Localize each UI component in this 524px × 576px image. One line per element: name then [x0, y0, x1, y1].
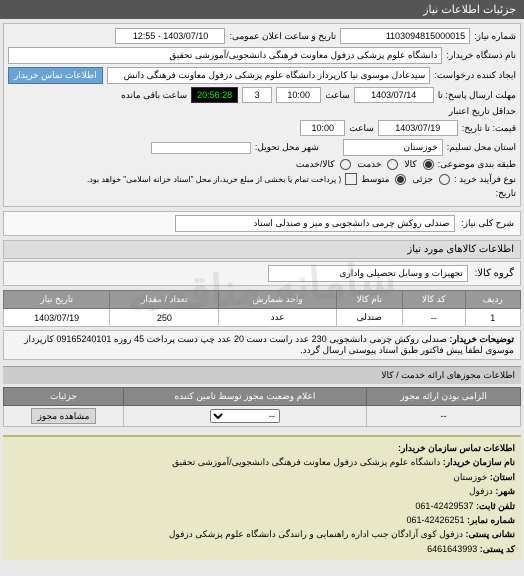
auth-details: مشاهده مجوز [4, 406, 124, 427]
desc-label: توضیحات خریدار: [449, 334, 514, 344]
org-name-label: نام سازمان خریدار: [443, 457, 515, 467]
deadline-time: 10:00 [276, 87, 321, 103]
province-label: استان محل تسلیم: [447, 142, 516, 153]
auth-required: -- [367, 406, 521, 427]
radio-both[interactable] [340, 159, 351, 170]
org-fax-label: شماره نمابر: [467, 515, 515, 525]
auth-header: اطلاعات مجوزهای ارائه خدمت / کالا [3, 366, 521, 384]
requester-label: ایجاد کننده درخواست: [434, 70, 516, 81]
need-title-value: صندلی روکش چرمی دانشجویی و میز و صندلی ا… [175, 215, 455, 232]
city-label: شهر محل تحویل: [255, 142, 319, 153]
announce-label: تاریخ و ساعت اعلان عمومی: [229, 31, 336, 42]
category-label: طبقه بندی موضوعی: [438, 159, 516, 170]
process-radio-group: جزئی متوسط [361, 174, 450, 185]
desc-value: صندلی روکش چرمی دانشجویی 230 عدد راست دس… [24, 334, 514, 355]
need-title-label: شرح کلی نیاز: [461, 218, 514, 228]
radio-goods[interactable] [423, 159, 434, 170]
need-no-label: شماره نیاز: [474, 31, 516, 42]
org-zip-label: کد پستی: [480, 544, 515, 554]
org-province-value: خوزستان [453, 472, 487, 482]
group-value: تجهیزات و وسایل تحصیلی واداری [268, 265, 468, 282]
view-permit-button[interactable]: مشاهده مجوز [31, 408, 97, 424]
cell-code: -- [402, 309, 465, 327]
cell-rownum: 1 [465, 309, 520, 327]
auth-row: -- -- مشاهده مجوز [4, 406, 521, 427]
cell-unit: عدد [219, 309, 336, 327]
auth-col-required: الزامی بودن ارائه مجوز [367, 388, 521, 406]
cell-date: 1403/07/19 [4, 309, 110, 327]
org-phone-label: تلفن ثابت: [476, 501, 515, 511]
validity-date: 1403/07/19 [378, 120, 458, 136]
goods-group-strip: گروه کالا: تجهیزات و وسایل تحصیلی واداری [3, 261, 521, 286]
col-name: نام کالا [336, 291, 402, 309]
process-label: نوع فرآیند خرید : [454, 174, 516, 185]
cell-qty: 250 [110, 309, 219, 327]
table-row[interactable]: 1 -- صندلی عدد 250 1403/07/19 [4, 309, 521, 327]
goods-table-head: ردیف کد کالا نام کالا واحد شمارش تعداد /… [4, 291, 521, 309]
validity-time: 10:00 [300, 120, 345, 136]
requester-value: سیدعادل موسوی نیا کارپرداز دانشگاه علوم … [107, 67, 431, 84]
org-phone-value: 42429537-061 [415, 501, 473, 511]
deadline-date: 1403/07/14 [354, 87, 434, 103]
city-value [151, 142, 251, 154]
validity-time-label: ساعت [349, 123, 374, 134]
auth-status-select[interactable]: -- [210, 409, 280, 423]
auth-col-status: اعلام وضعیت مجوز توسط تامین کننده [123, 388, 366, 406]
auth-table: الزامی بودن ارائه مجوز اعلام وضعیت مجوز … [3, 387, 521, 427]
radio-medium[interactable] [395, 174, 406, 185]
countdown: 20:56:28 [191, 87, 238, 103]
col-row: ردیف [465, 291, 520, 309]
radio-service[interactable] [387, 159, 398, 170]
auth-col-details: جزئیات [4, 388, 124, 406]
col-code: کد کالا [402, 291, 465, 309]
buyer-desc: توضیحات خریدار: صندلی روکش چرمی دانشجویی… [3, 330, 521, 360]
need-title-row: شرح کلی نیاز: صندلی روکش چرمی دانشجویی و… [3, 211, 521, 236]
category-radio-group: کالا خدمت کالا/خدمت [296, 159, 434, 170]
buyer-info-panel: اطلاعات تماس سازمان خریدار: نام سازمان خ… [3, 435, 521, 560]
process-note: ( پرداخت تمام یا بخشی از مبلغ خرید،از مح… [87, 175, 341, 184]
radio-small[interactable] [439, 174, 450, 185]
col-date: تاریخ نیاز [4, 291, 110, 309]
org-post-label: نشانی پستی: [465, 529, 515, 539]
contact-buyer-button[interactable]: اطلاعات تماس خریدار [8, 67, 103, 84]
org-post-value: دزفول کوی آزادگان جنب اداره راهنمایی و ر… [169, 529, 463, 539]
org-fax-value: 42426251-061 [406, 515, 464, 525]
header-title: جزئیات اطلاعات نیاز [423, 4, 516, 16]
treasury-checkbox[interactable] [345, 173, 357, 185]
deadline-label: مهلت ارسال پاسخ: تا [438, 90, 516, 101]
col-qty: تعداد / مقدار [110, 291, 219, 309]
info-section: شماره نیاز: 1103094815000015 تاریخ و ساع… [3, 23, 521, 207]
buyer-label: نام دستگاه خریدار: [446, 50, 516, 61]
auth-status: -- [123, 406, 366, 427]
org-city-value: دزفول [469, 486, 493, 496]
validity-label: حداقل تاریخ اعتبار [449, 106, 516, 117]
validity-sub: قیمت: تا تاریخ: [462, 123, 516, 134]
goods-table: ردیف کد کالا نام کالا واحد شمارش تعداد /… [3, 290, 521, 327]
cell-name: صندلی [336, 309, 402, 327]
buyer-value: دانشگاه علوم پزشکی دزفول معاونت فرهنگی د… [8, 47, 442, 64]
need-no-field: 1103094815000015 [340, 28, 470, 44]
goods-header: اطلاعات کالاهای مورد نیاز [3, 240, 521, 259]
remain-text: ساعت باقی مانده [121, 90, 187, 101]
group-label: گروه کالا: [475, 268, 514, 279]
days-remain: 3 [242, 87, 272, 103]
org-name-value: دانشگاه علوم پزشکی دزفول معاونت فرهنگی د… [172, 457, 440, 467]
history-label: تاریخ: [496, 188, 516, 199]
announce-value: 1403/07/10 - 12:55 [115, 28, 225, 44]
org-zip-value: 6461643993 [427, 544, 477, 554]
header-bar: جزئیات اطلاعات نیاز [0, 0, 524, 19]
col-unit: واحد شمارش [219, 291, 336, 309]
org-header: اطلاعات تماس سازمان خریدار: [398, 443, 515, 453]
province-value: خوزستان [343, 139, 443, 156]
org-province-label: استان: [490, 472, 515, 482]
deadline-time-label: ساعت [325, 90, 350, 101]
org-city-label: شهر: [495, 486, 515, 496]
